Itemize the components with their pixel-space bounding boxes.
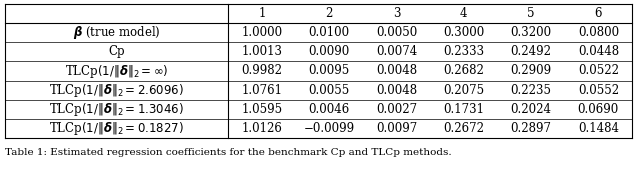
Text: 0.1731: 0.1731 [444,103,484,116]
Text: 1.0126: 1.0126 [241,122,282,135]
Text: 0.0690: 0.0690 [578,103,619,116]
Text: $\boldsymbol{\beta}$ (true model): $\boldsymbol{\beta}$ (true model) [73,24,161,41]
Text: TLCp$(1/\|\boldsymbol{\delta}\|_2 = 1.3046)$: TLCp$(1/\|\boldsymbol{\delta}\|_2 = 1.30… [49,101,184,118]
Text: TLCp$(1/\|\boldsymbol{\delta}\|_2 = 0.1827)$: TLCp$(1/\|\boldsymbol{\delta}\|_2 = 0.18… [49,120,184,137]
Text: 1.0761: 1.0761 [241,84,282,97]
Text: 4: 4 [460,7,468,20]
Text: 1.0013: 1.0013 [241,45,282,58]
Text: 0.2333: 0.2333 [444,45,484,58]
Text: 0.0800: 0.0800 [578,26,619,39]
Text: 0.3000: 0.3000 [443,26,484,39]
Text: Cp: Cp [108,45,125,58]
Text: 1: 1 [258,7,266,20]
Text: 0.0095: 0.0095 [308,64,350,78]
Text: 0.2024: 0.2024 [511,103,552,116]
Text: 0.2909: 0.2909 [511,64,552,78]
Text: TLCp$(1/\|\boldsymbol{\delta}\|_2 = 2.6096)$: TLCp$(1/\|\boldsymbol{\delta}\|_2 = 2.60… [49,82,184,99]
Text: 1.0595: 1.0595 [241,103,282,116]
Text: 0.2075: 0.2075 [444,84,484,97]
Text: 5: 5 [527,7,535,20]
Text: 0.2235: 0.2235 [511,84,552,97]
Text: 0.2492: 0.2492 [511,45,552,58]
Text: 0.0027: 0.0027 [376,103,417,116]
Text: 0.9982: 0.9982 [241,64,282,78]
Text: 3: 3 [393,7,400,20]
Text: 2: 2 [326,7,333,20]
Text: 0.0090: 0.0090 [308,45,350,58]
Text: TLCp$(1/\|\boldsymbol{\delta}\|_2 = \infty)$: TLCp$(1/\|\boldsymbol{\delta}\|_2 = \inf… [65,62,168,79]
Text: 6: 6 [595,7,602,20]
Text: 0.0046: 0.0046 [308,103,350,116]
Text: 0.2672: 0.2672 [444,122,484,135]
Text: 0.0097: 0.0097 [376,122,417,135]
Text: 1.0000: 1.0000 [241,26,282,39]
Text: Table 1: Estimated regression coefficients for the benchmark Cp and TLCp methods: Table 1: Estimated regression coefficien… [5,148,452,157]
Text: 0.2897: 0.2897 [511,122,552,135]
Text: 0.1484: 0.1484 [578,122,619,135]
Text: 0.0074: 0.0074 [376,45,417,58]
Text: 0.0522: 0.0522 [578,64,619,78]
Text: 0.3200: 0.3200 [511,26,552,39]
Text: 0.0100: 0.0100 [308,26,349,39]
Text: 0.0050: 0.0050 [376,26,417,39]
Text: 0.2682: 0.2682 [444,64,484,78]
Text: 0.0048: 0.0048 [376,64,417,78]
Text: −0.0099: −0.0099 [303,122,355,135]
Text: 0.0448: 0.0448 [578,45,619,58]
Text: 0.0048: 0.0048 [376,84,417,97]
Text: 0.0055: 0.0055 [308,84,350,97]
Text: 0.0552: 0.0552 [578,84,619,97]
